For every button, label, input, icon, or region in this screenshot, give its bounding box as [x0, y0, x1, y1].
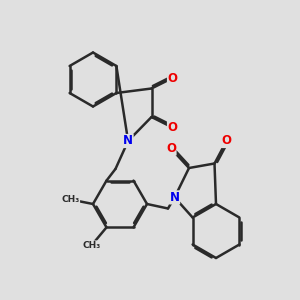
Text: CH₃: CH₃: [82, 241, 100, 250]
Text: N: N: [123, 134, 133, 148]
Text: O: O: [221, 134, 232, 148]
Text: O: O: [167, 71, 178, 85]
Text: O: O: [166, 142, 176, 155]
Text: O: O: [167, 121, 178, 134]
Text: CH₃: CH₃: [61, 195, 80, 204]
Text: N: N: [169, 191, 180, 204]
